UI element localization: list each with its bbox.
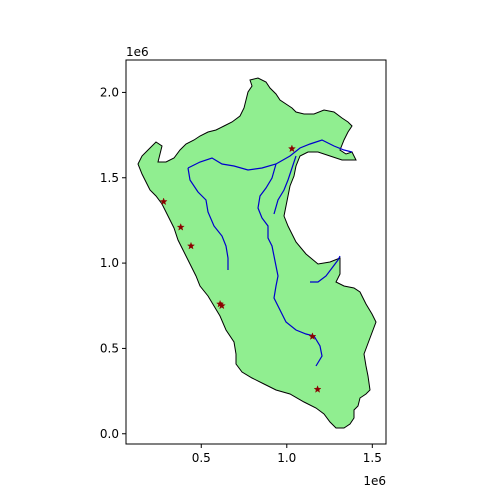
markers	[159, 144, 322, 393]
river	[273, 155, 297, 215]
x-tick-label: 0.5	[192, 451, 211, 465]
star-marker-icon	[287, 144, 296, 153]
x-tick-label: 1.5	[363, 451, 382, 465]
star-marker-icon	[176, 223, 185, 231]
x-tick-label: 1.0	[277, 451, 296, 465]
y-tick-label: 1.5	[100, 171, 119, 185]
y-tick-label: 2.0	[100, 85, 119, 99]
y-tick-label: 0.0	[100, 427, 119, 441]
y-tick-label: 1.0	[100, 256, 119, 270]
star-marker-icon	[187, 241, 195, 250]
y-tick-label: 0.5	[100, 341, 119, 355]
rivers	[187, 139, 353, 367]
river	[310, 255, 341, 283]
river	[257, 163, 323, 367]
country-region	[137, 77, 377, 429]
x-axis-offset-label: 1e6	[363, 474, 386, 488]
star-marker-icon	[313, 385, 322, 393]
star-marker-icon	[217, 301, 226, 310]
y-axis-offset-label: 1e6	[126, 45, 149, 59]
x-axis: 0.5 1.0 1.5	[192, 444, 382, 465]
star-marker-icon	[308, 332, 317, 340]
y-axis: 0.0 0.5 1.0 1.5 2.0	[100, 85, 126, 441]
river	[187, 167, 229, 270]
axes-frame	[125, 59, 387, 445]
star-marker-icon	[159, 197, 168, 206]
